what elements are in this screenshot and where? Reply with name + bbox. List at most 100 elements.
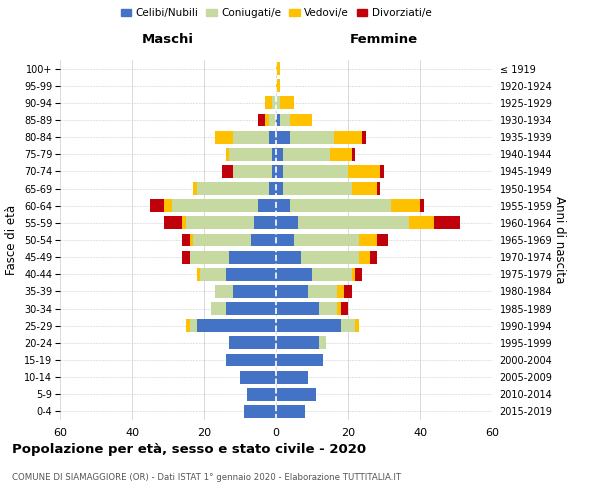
Bar: [283, 148, 330, 160]
Bar: [229, 148, 272, 160]
Bar: [182, 216, 186, 230]
Bar: [276, 130, 290, 143]
Bar: [211, 302, 226, 315]
Bar: [226, 302, 276, 315]
Bar: [370, 250, 377, 264]
Bar: [172, 200, 258, 212]
Bar: [301, 250, 359, 264]
Bar: [420, 200, 424, 212]
Text: Femmine: Femmine: [350, 34, 418, 46]
Bar: [409, 216, 434, 230]
Bar: [290, 200, 391, 212]
Bar: [337, 302, 341, 315]
Text: Popolazione per età, sesso e stato civile - 2020: Popolazione per età, sesso e stato civil…: [12, 442, 366, 456]
Bar: [276, 148, 283, 160]
Bar: [229, 250, 276, 264]
Bar: [229, 336, 276, 349]
Bar: [391, 200, 420, 212]
Bar: [344, 285, 352, 298]
Bar: [283, 165, 348, 178]
Bar: [276, 370, 308, 384]
Bar: [341, 302, 348, 315]
Bar: [269, 182, 276, 195]
Bar: [319, 336, 326, 349]
Bar: [272, 148, 276, 160]
Bar: [377, 234, 388, 246]
Bar: [164, 216, 182, 230]
Bar: [359, 234, 377, 246]
Bar: [276, 182, 283, 195]
Bar: [276, 388, 316, 400]
Bar: [276, 62, 280, 75]
Bar: [186, 320, 190, 332]
Text: COMUNE DI SIAMAGGIORE (OR) - Dati ISTAT 1° gennaio 2020 - Elaborazione TUTTITALI: COMUNE DI SIAMAGGIORE (OR) - Dati ISTAT …: [12, 472, 401, 482]
Bar: [186, 216, 254, 230]
Bar: [362, 130, 366, 143]
Bar: [276, 114, 280, 126]
Bar: [308, 285, 337, 298]
Bar: [190, 250, 229, 264]
Bar: [269, 114, 276, 126]
Bar: [193, 234, 251, 246]
Bar: [276, 216, 298, 230]
Bar: [272, 96, 276, 110]
Bar: [290, 130, 334, 143]
Bar: [258, 114, 265, 126]
Legend: Celibi/Nubili, Coniugati/e, Vedovi/e, Divorziati/e: Celibi/Nubili, Coniugati/e, Vedovi/e, Di…: [116, 4, 436, 22]
Bar: [265, 114, 269, 126]
Bar: [215, 285, 233, 298]
Bar: [182, 234, 190, 246]
Bar: [226, 148, 229, 160]
Bar: [197, 182, 269, 195]
Bar: [190, 234, 193, 246]
Bar: [434, 216, 460, 230]
Bar: [337, 285, 344, 298]
Bar: [359, 250, 370, 264]
Bar: [150, 200, 164, 212]
Bar: [254, 216, 276, 230]
Bar: [348, 165, 380, 178]
Bar: [352, 182, 377, 195]
Bar: [197, 268, 200, 280]
Bar: [226, 268, 276, 280]
Bar: [276, 80, 280, 92]
Bar: [226, 354, 276, 366]
Bar: [276, 234, 294, 246]
Bar: [312, 268, 352, 280]
Bar: [233, 285, 276, 298]
Bar: [298, 216, 409, 230]
Bar: [190, 320, 197, 332]
Bar: [200, 268, 226, 280]
Bar: [233, 165, 272, 178]
Y-axis label: Anni di nascita: Anni di nascita: [553, 196, 566, 284]
Bar: [352, 148, 355, 160]
Bar: [182, 250, 190, 264]
Bar: [222, 165, 233, 178]
Bar: [276, 96, 280, 110]
Bar: [276, 285, 308, 298]
Bar: [269, 130, 276, 143]
Bar: [240, 370, 276, 384]
Bar: [276, 354, 323, 366]
Bar: [244, 405, 276, 418]
Bar: [280, 114, 290, 126]
Bar: [283, 182, 352, 195]
Bar: [276, 250, 301, 264]
Y-axis label: Fasce di età: Fasce di età: [5, 205, 19, 275]
Bar: [355, 268, 362, 280]
Bar: [276, 336, 319, 349]
Bar: [193, 182, 197, 195]
Bar: [290, 114, 312, 126]
Bar: [276, 268, 312, 280]
Bar: [377, 182, 380, 195]
Bar: [380, 165, 384, 178]
Bar: [258, 200, 276, 212]
Bar: [319, 302, 337, 315]
Bar: [197, 320, 276, 332]
Bar: [272, 165, 276, 178]
Bar: [276, 302, 319, 315]
Bar: [355, 320, 359, 332]
Bar: [294, 234, 359, 246]
Bar: [276, 320, 341, 332]
Bar: [352, 268, 355, 280]
